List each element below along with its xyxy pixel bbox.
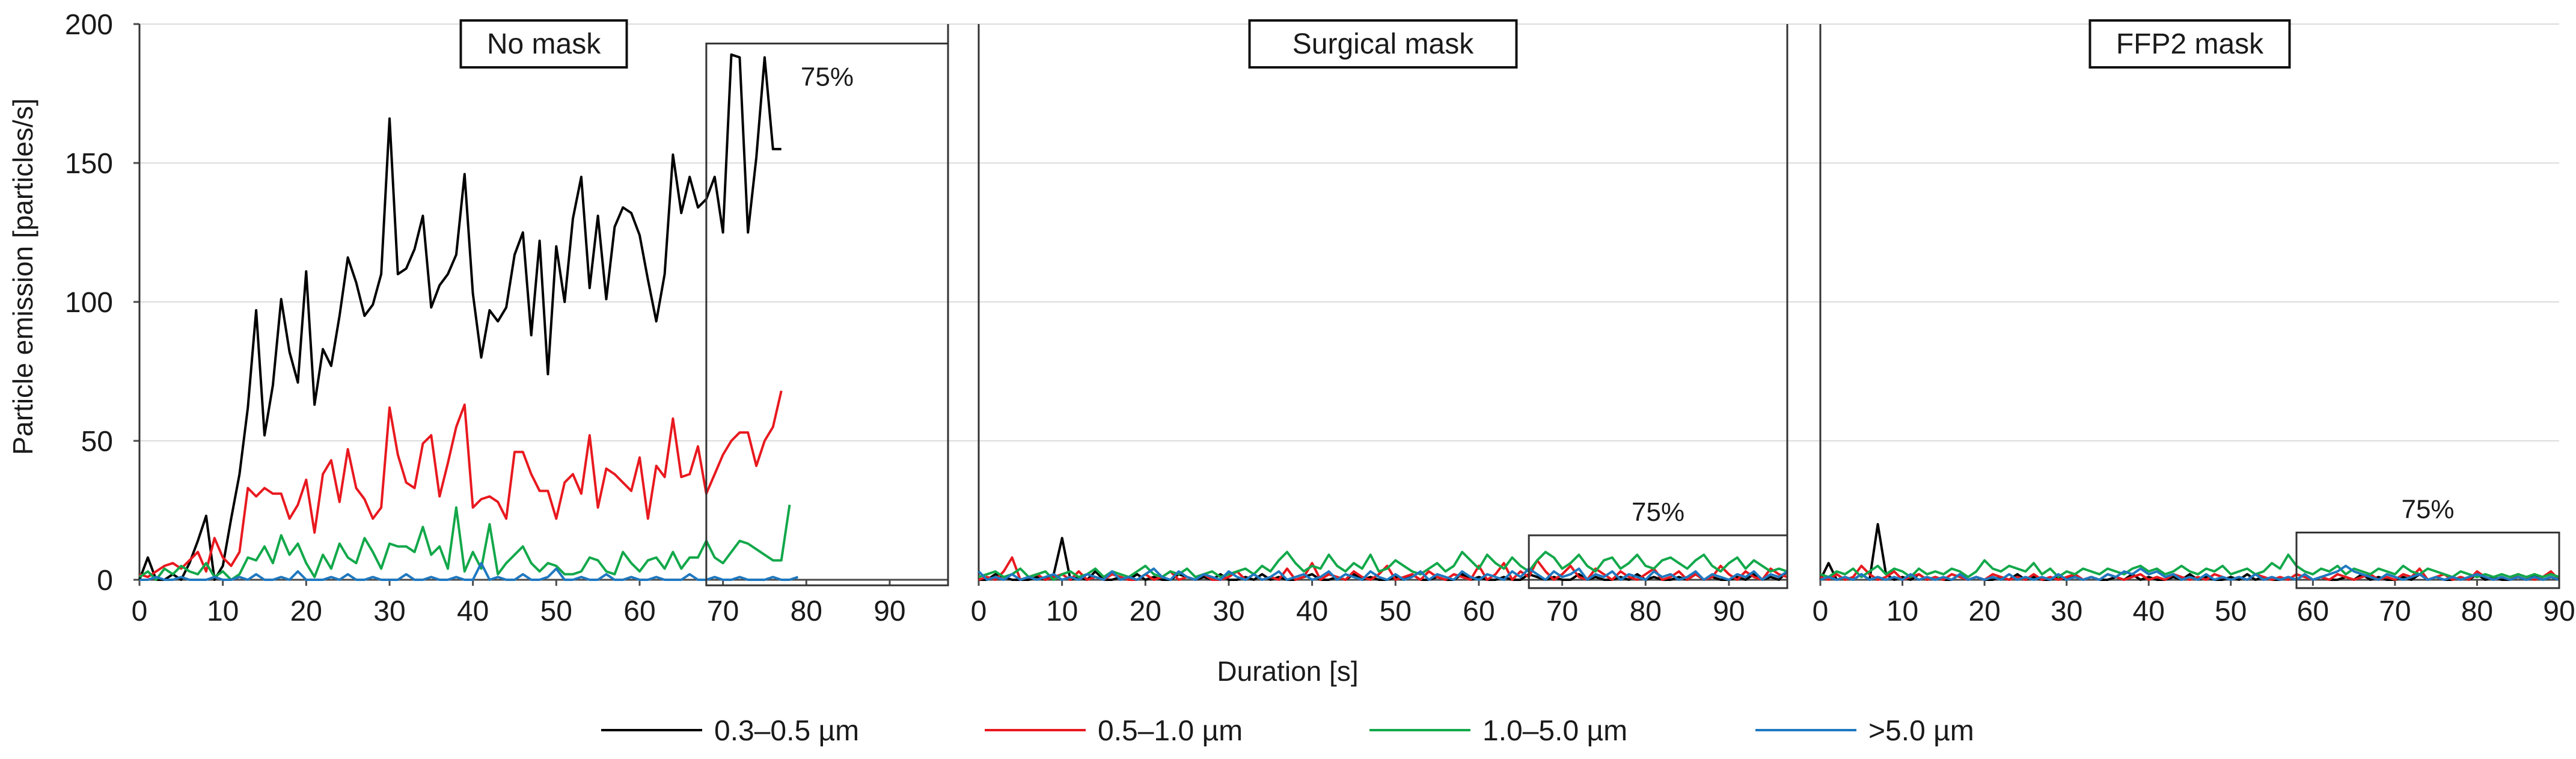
x-tick-label: 70	[2379, 595, 2411, 627]
x-tick-label: 10	[207, 595, 239, 627]
panel-title-box	[1248, 19, 1518, 69]
series-line--5-0-m	[977, 567, 1788, 581]
window-label: 75%	[1632, 497, 1684, 527]
y-axis-label: Particle emission [particles/s]	[7, 98, 38, 455]
panel-no-mask: 0 10 20 30 40 50 60 70 80 90 75% No mask	[132, 19, 949, 627]
y-tick-label: 50	[81, 426, 113, 458]
panel-title-box	[459, 19, 628, 69]
x-tick-label: 30	[2051, 595, 2082, 627]
panel-ffp2-mask: 0 10 20 30 40 50 60 70 80 90 75% FFP2 mask	[1813, 19, 2575, 627]
y-tick-label: 150	[65, 148, 113, 180]
panel-title: FFP2 mask	[2116, 28, 2264, 60]
x-tick-label: 60	[2297, 595, 2329, 627]
legend-label: 0.3–0.5 µm	[714, 715, 859, 747]
y-tick-label: 100	[65, 287, 113, 319]
legend-label: >5.0 µm	[1868, 715, 1974, 747]
legend-label: 1.0–5.0 µm	[1482, 715, 1627, 747]
panel-title-box	[2088, 19, 2291, 69]
x-tick-label: 90	[2543, 595, 2575, 627]
panel-title: No mask	[487, 28, 601, 60]
x-tick-label: 70	[1546, 595, 1578, 627]
x-tick-label: 0	[132, 595, 148, 627]
panel-title: Surgical mask	[1293, 28, 1474, 60]
x-tick-label: 80	[2461, 595, 2493, 627]
x-axis-label: Duration [s]	[1217, 656, 1358, 687]
x-tick-label: 40	[457, 595, 489, 627]
x-tick-label: 0	[971, 595, 987, 627]
grid-lines	[139, 23, 2559, 441]
series-line-1-0-5-0-m	[138, 505, 791, 581]
x-tick-label: 80	[1630, 595, 1662, 627]
window-label: 75%	[801, 62, 854, 91]
x-tick-label: 50	[1380, 595, 1412, 627]
x-tick-label: 30	[373, 595, 405, 627]
x-tick-label: 20	[1130, 595, 1161, 627]
x-tick-label: 40	[1296, 595, 1328, 627]
x-tick-label: 20	[1968, 595, 2000, 627]
series-line--5-0-m	[1820, 564, 2560, 581]
x-tick-label: 10	[1886, 595, 1918, 627]
x-tick-label: 10	[1046, 595, 1078, 627]
x-tick-label: 20	[290, 595, 322, 627]
x-tick-label: 90	[873, 595, 905, 627]
x-tick-label: 30	[1213, 595, 1244, 627]
window-box	[2295, 531, 2560, 589]
series-line-0-3-0-5-m	[979, 536, 1788, 581]
window-label: 75%	[2401, 494, 2454, 524]
series-line--5-0-m	[139, 562, 799, 581]
y-axis: 0 50 100 150 200	[65, 9, 141, 597]
x-tick-label: 0	[1813, 595, 1829, 627]
window-box	[705, 42, 949, 586]
x-tick-label: 90	[1713, 595, 1745, 627]
x-tick-label: 50	[540, 595, 572, 627]
x-tick-label: 50	[2215, 595, 2247, 627]
legend-label: 0.5–1.0 µm	[1098, 715, 1243, 747]
x-tick-label: 70	[707, 595, 739, 627]
x-tick-label: 40	[2133, 595, 2165, 627]
window-box	[1528, 534, 1788, 589]
x-tick-label: 60	[1463, 595, 1495, 627]
panel-surgical-mask: 0 10 20 30 40 50 60 70 80 90 75% Surgical mask	[971, 19, 1788, 627]
y-tick-label: 200	[65, 9, 113, 41]
x-tick-label: 80	[791, 595, 822, 627]
x-tick-label: 60	[623, 595, 655, 627]
legend: 0.3–0.5 µm 0.5–1.0 µm 1.0–5.0 µm >5.0 µm	[601, 715, 1974, 747]
series-line-0-3-0-5-m	[138, 53, 782, 581]
series-line-1-0-5-0-m	[1820, 553, 2560, 579]
y-tick-label: 0	[97, 565, 113, 597]
panels: 0 10 20 30 40 50 60 70 80 90 75% No mask 0 10 20 30 40 50…	[132, 19, 2575, 627]
series-line-0-5-1-0-m	[139, 390, 783, 579]
